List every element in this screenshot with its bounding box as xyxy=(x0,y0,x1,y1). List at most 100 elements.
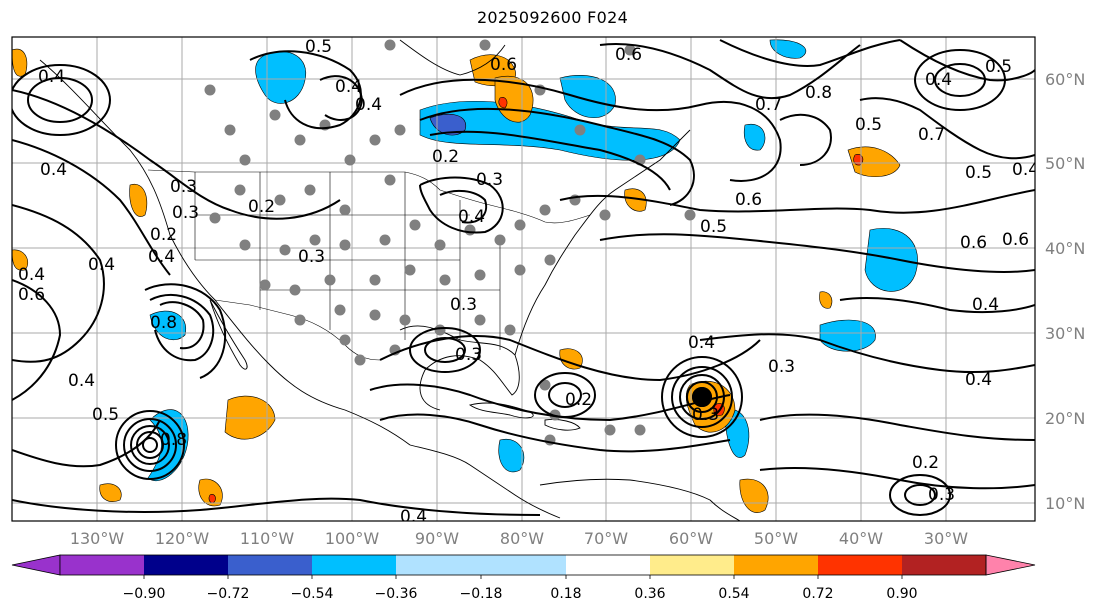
contour-label: 0.5 xyxy=(700,217,727,237)
contour-label: 0.4 xyxy=(400,507,427,527)
contour-label: 0.2 xyxy=(565,390,592,410)
contour-label: 0.8 xyxy=(160,430,187,450)
south-america xyxy=(539,478,741,521)
colorbar-tick-label: −0.54 xyxy=(291,586,334,602)
contour-label: 0.5 xyxy=(305,37,332,57)
contour-label: 0.4 xyxy=(458,207,485,227)
contour-value-labels: 0.5 0.4 0.6 0.4 0.6 0.4 0.5 0.7 0.8 0.5 … xyxy=(18,37,1039,527)
contour-label: 0.6 xyxy=(735,190,762,210)
contour-label: 0.4 xyxy=(1012,160,1039,180)
contour-label: 0.2 xyxy=(912,453,939,473)
lon-label-40w: 40°W xyxy=(839,529,883,548)
lat-label-10n: 10°N xyxy=(1045,494,1085,513)
colorbar-segment xyxy=(396,555,566,575)
lat-label-50n: 50°N xyxy=(1045,154,1085,173)
longitude-labels: 130°W 120°W 110°W 100°W 90°W 80°W 70°W 6… xyxy=(70,529,968,548)
contour-label: 0.3 xyxy=(455,345,482,365)
contour-label: 0.3 xyxy=(172,203,199,223)
lon-label-110w: 110°W xyxy=(240,529,295,548)
political-borders xyxy=(147,169,591,361)
contour-label: 0.4 xyxy=(148,247,175,267)
lat-label-60n: 60°N xyxy=(1045,70,1085,89)
map-frame xyxy=(11,36,1036,522)
colorbar-segment xyxy=(228,555,312,575)
lon-label-90w: 90°W xyxy=(415,529,459,548)
lat-label-40n: 40°N xyxy=(1045,239,1085,258)
colorbar-extend-low xyxy=(11,554,61,576)
cyclone-east-atlantic-eye xyxy=(692,387,712,407)
contour-label: 0.3 xyxy=(692,405,719,425)
colorbar-segment xyxy=(902,555,986,575)
colorbar-tick-label: 0.90 xyxy=(886,586,917,602)
contour-label: 0.4 xyxy=(40,160,67,180)
latitude-labels: 60°N 50°N 40°N 30°N 20°N 10°N xyxy=(1045,70,1085,513)
anomaly-fill-negative xyxy=(769,39,807,59)
anomaly-fill-positive xyxy=(198,478,223,507)
contour-label: 0.6 xyxy=(615,45,642,65)
contour-label: 0.3 xyxy=(476,170,503,190)
anomaly-fill-negative xyxy=(864,228,918,292)
contour-label: 0.2 xyxy=(150,225,177,245)
map-title: 2025092600 F024 xyxy=(476,8,629,27)
lon-label-100w: 100°W xyxy=(325,529,380,548)
contour-label: 0.3 xyxy=(170,177,197,197)
contour-label: 0.8 xyxy=(150,313,177,333)
colorbar-frame xyxy=(59,554,987,576)
west-coast xyxy=(39,59,411,446)
colorbar-tick-label: −0.36 xyxy=(375,586,418,602)
contour-label: 0.4 xyxy=(18,265,45,285)
lat-label-20n: 20°N xyxy=(1045,409,1085,428)
contour-lines xyxy=(12,39,1035,516)
anomaly-fill-positive xyxy=(819,291,833,309)
contour-label: 0.3 xyxy=(450,295,477,315)
lat-label-30n: 30°N xyxy=(1045,324,1085,343)
contour-label: 0.6 xyxy=(18,285,45,305)
contour-label: 0.6 xyxy=(960,233,987,253)
contour-label: 0.3 xyxy=(768,357,795,377)
colorbar-segment xyxy=(818,555,902,575)
colorbar-segment xyxy=(734,555,818,575)
contour-label: 0.4 xyxy=(355,95,382,115)
anomaly-fill-negative xyxy=(559,75,616,119)
greenland-low xyxy=(914,49,1006,111)
contour-label: 0.3 xyxy=(928,485,955,505)
contour-label: 0.4 xyxy=(688,333,715,353)
contour-label: 0.7 xyxy=(918,125,945,145)
anomaly-fill-positive xyxy=(99,483,122,502)
colorbar-tick-label: −0.72 xyxy=(207,586,250,602)
alaska-low xyxy=(12,64,111,136)
contour-label: 0.5 xyxy=(965,163,992,183)
coastlines xyxy=(39,39,741,521)
contour-label: 0.5 xyxy=(855,115,882,135)
contour-label: 0.4 xyxy=(68,371,95,391)
contour-label: 0.4 xyxy=(38,67,65,87)
anomaly-fill-negative xyxy=(743,123,766,151)
anomaly-fill-positive xyxy=(12,249,29,271)
hispaniola xyxy=(544,419,581,431)
lon-label-120w: 120°W xyxy=(155,529,210,548)
colorbar-segment xyxy=(60,555,144,575)
cyclone-pacific xyxy=(115,410,185,480)
colorbar-tick-label: −0.90 xyxy=(123,586,166,602)
colorbar-extend-high xyxy=(985,554,1036,576)
lon-label-60w: 60°W xyxy=(669,529,713,548)
state-lines xyxy=(194,172,501,350)
contour-label: 0.2 xyxy=(248,197,275,217)
anomaly-fill-strong-positive xyxy=(208,494,216,504)
contour-label: 0.4 xyxy=(88,255,115,275)
graticule xyxy=(12,37,1035,521)
contour-label: 0.2 xyxy=(432,147,459,167)
lon-label-70w: 70°W xyxy=(584,529,628,548)
contour-label: 0.6 xyxy=(490,55,517,75)
contour-label: 0.3 xyxy=(298,247,325,267)
contour-label: 0.4 xyxy=(965,370,992,390)
anomaly-fill-strong-positive xyxy=(498,97,508,109)
lon-label-130w: 130°W xyxy=(70,529,125,548)
bahamas-low xyxy=(534,372,596,418)
colorbar-tick-label: −0.18 xyxy=(460,586,503,602)
lon-label-80w: 80°W xyxy=(500,529,544,548)
anomaly-fill-positive xyxy=(624,188,647,212)
contour-label: 0.5 xyxy=(92,405,119,425)
colorbar-segment xyxy=(650,555,734,575)
contour-label: 0.6 xyxy=(1002,230,1029,250)
